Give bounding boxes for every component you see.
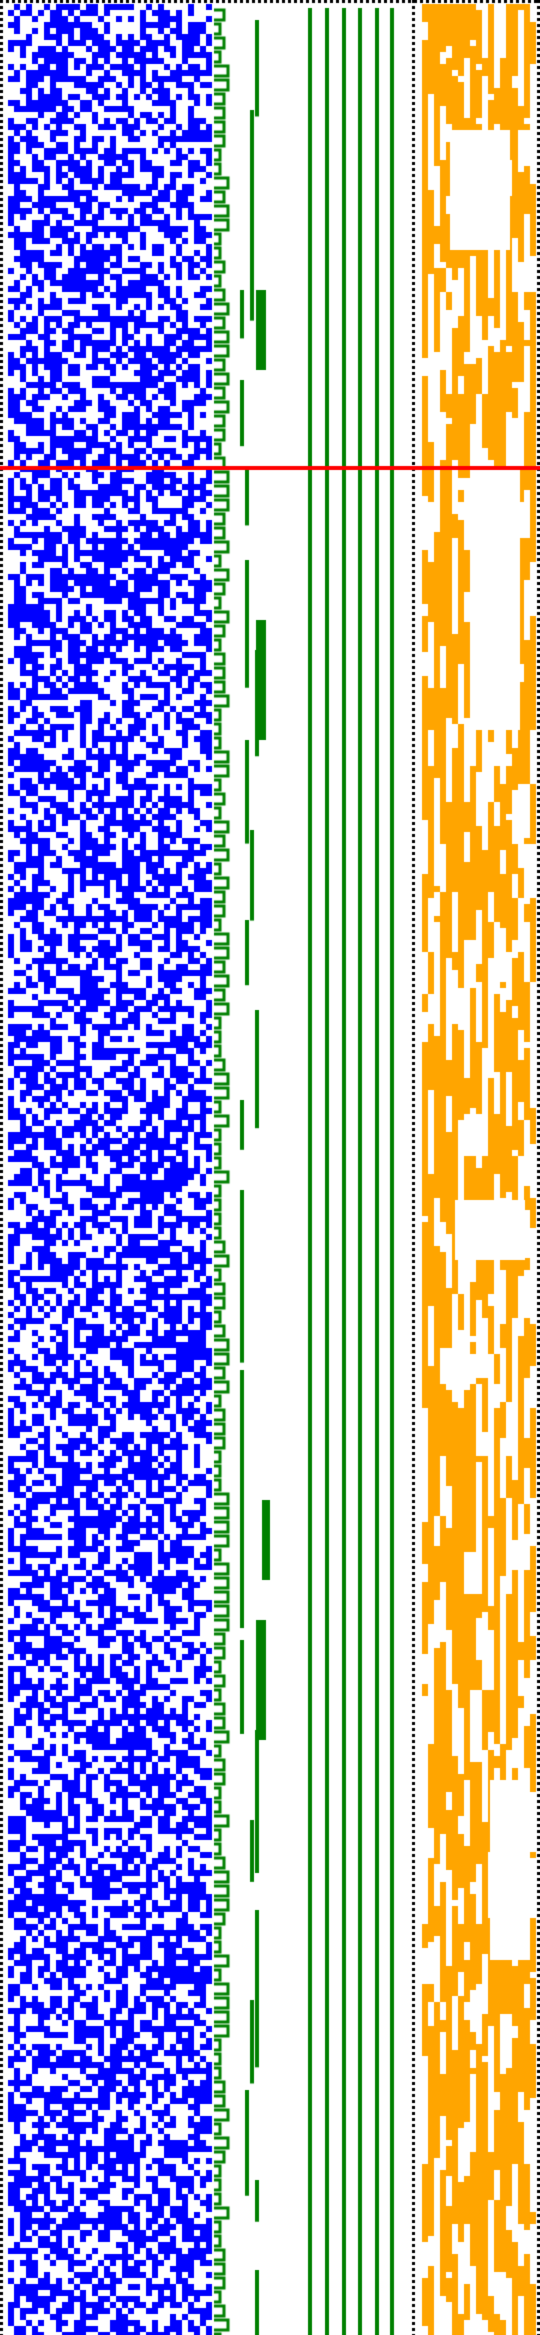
automaton-canvas [0,0,540,2335]
visualization [0,0,540,2335]
